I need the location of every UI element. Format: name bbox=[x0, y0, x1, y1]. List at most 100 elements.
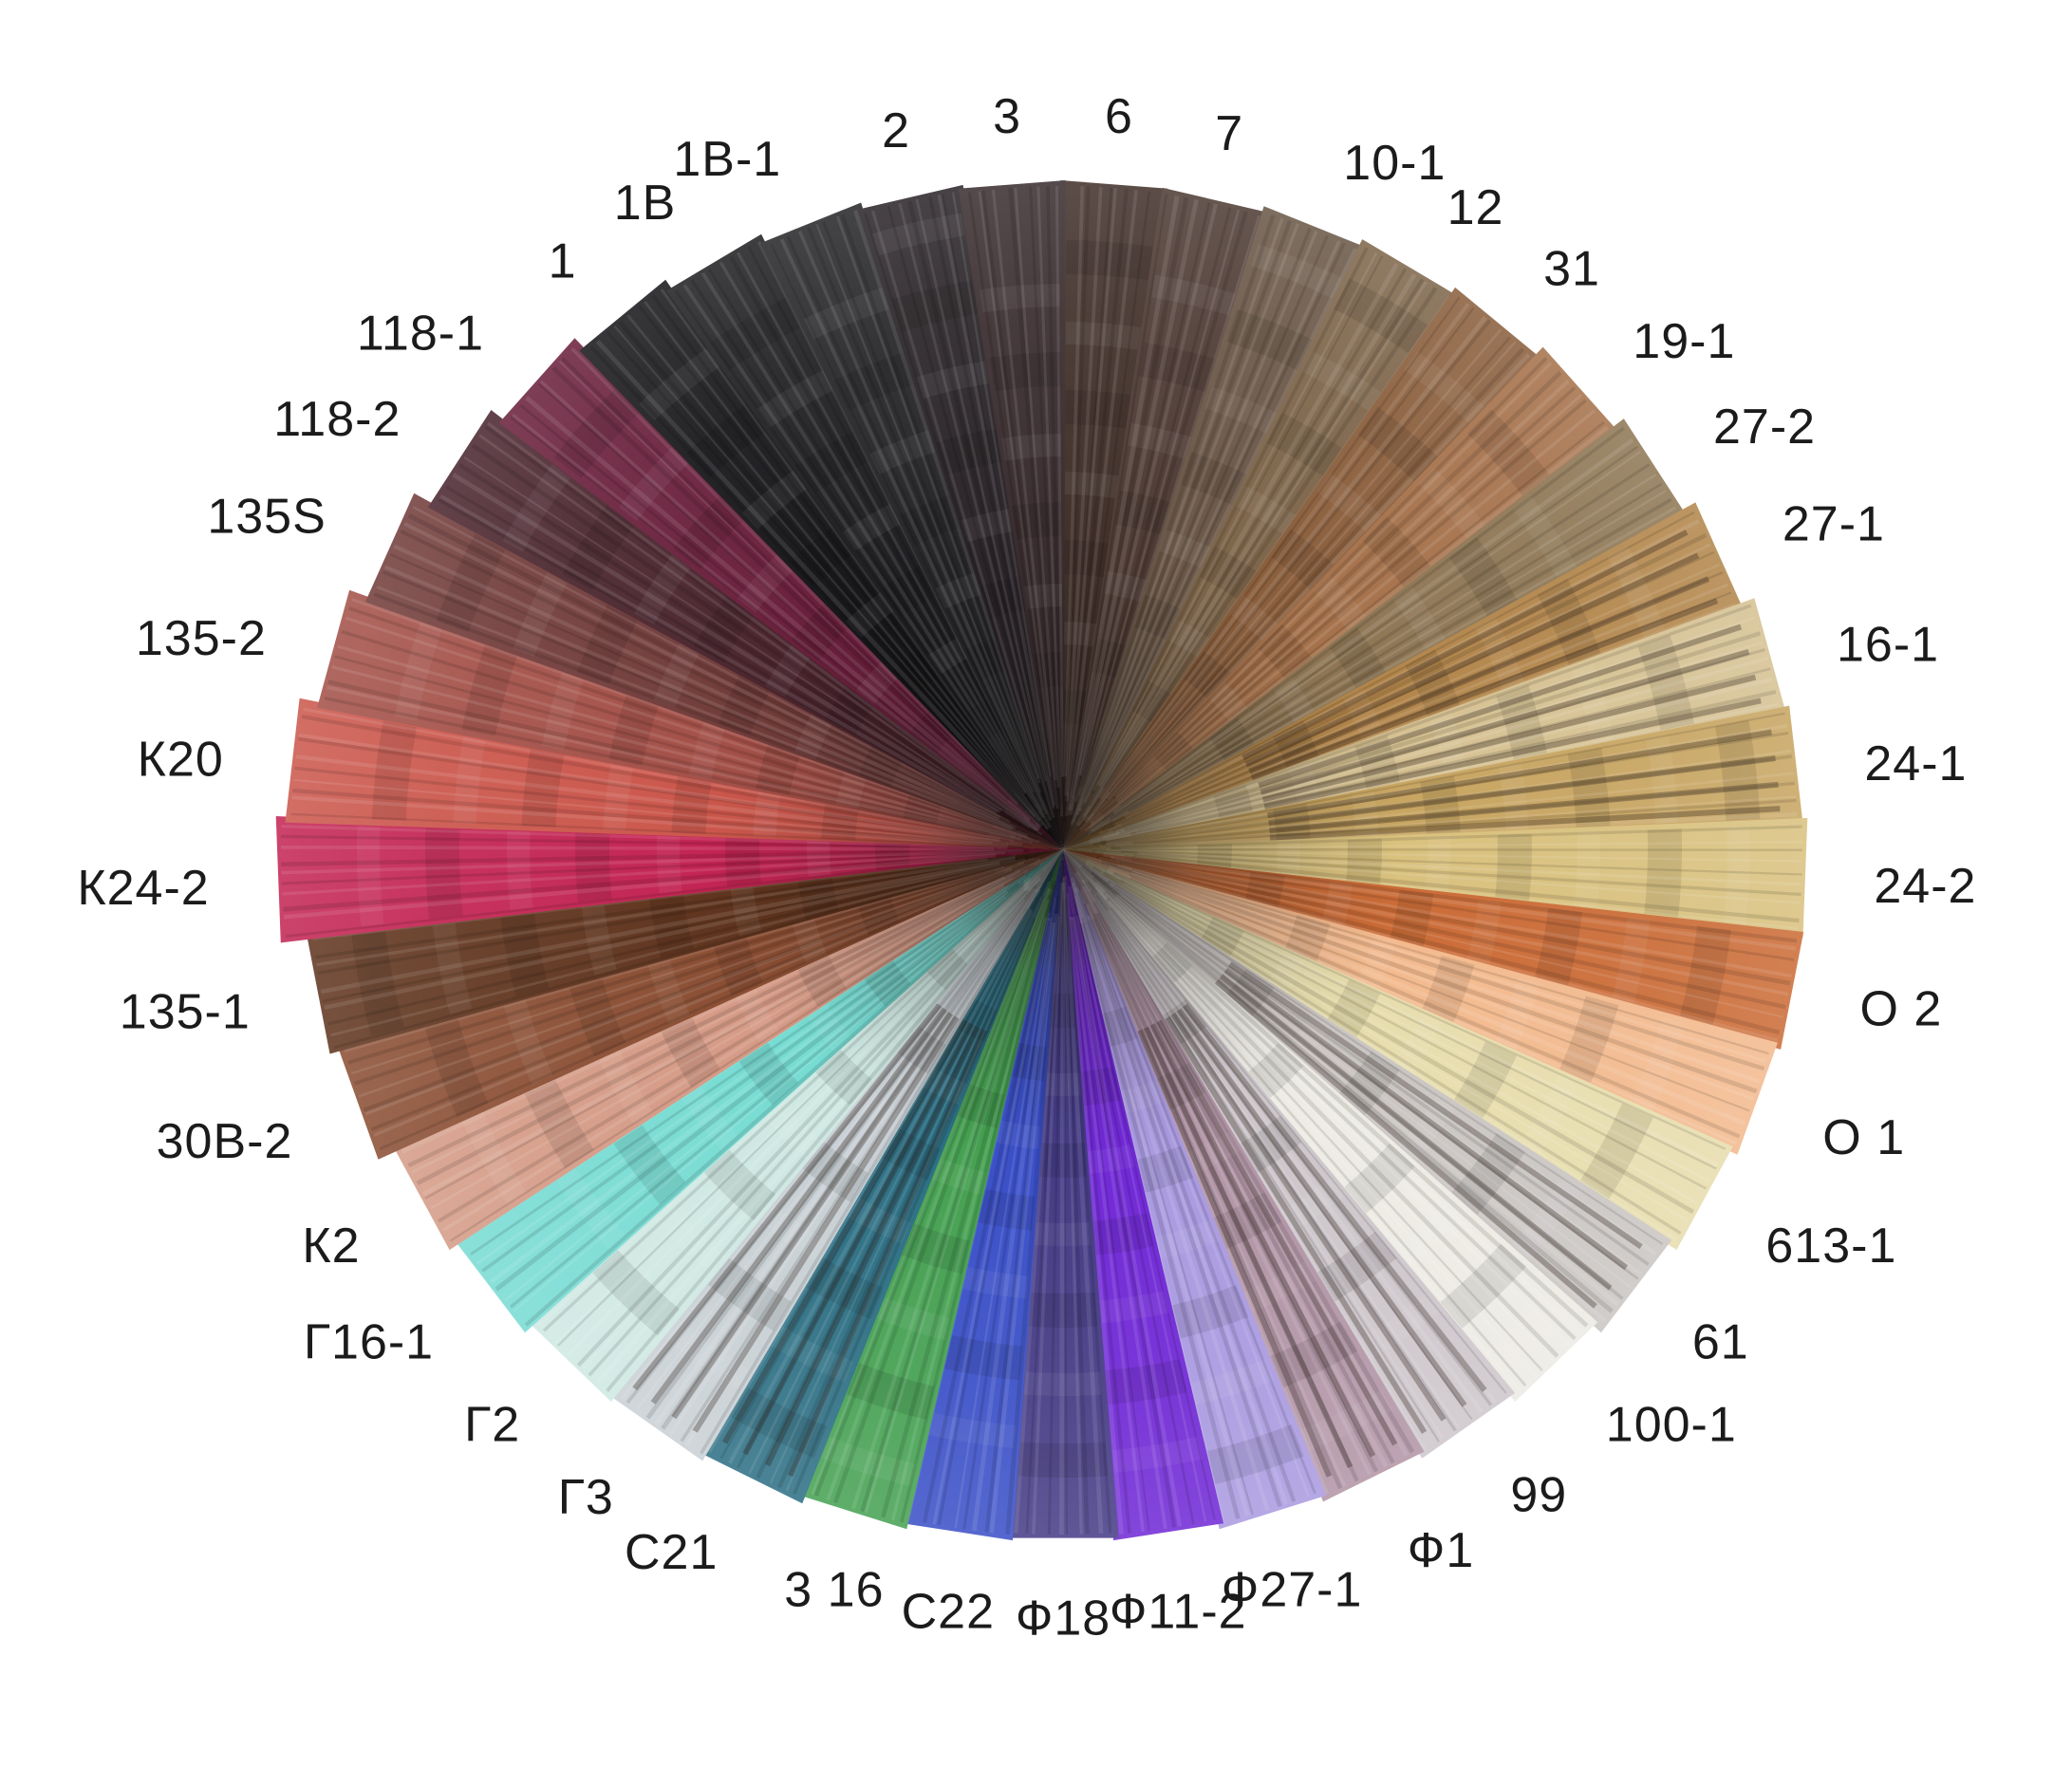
center-shading bbox=[788, 574, 1338, 1125]
braid-shadow-band bbox=[575, 833, 612, 903]
braid-shadow-band bbox=[461, 644, 517, 736]
braid-sheen-band bbox=[1316, 473, 1382, 532]
braid-shadow-band bbox=[1440, 1243, 1527, 1329]
braid-sheen-band bbox=[1394, 1012, 1443, 1074]
braid-sheen-band bbox=[1322, 881, 1353, 925]
braid-shadow-band bbox=[1266, 412, 1343, 476]
dark-root-streak bbox=[764, 1026, 980, 1467]
braid-shadow-band bbox=[1066, 240, 1153, 281]
braid-shadow-band bbox=[899, 494, 961, 547]
braid-sheen-band bbox=[639, 347, 720, 421]
segment-label-O-1: O 1 bbox=[1822, 1110, 1905, 1165]
braid-sheen-band bbox=[357, 826, 384, 927]
dark-root-streak bbox=[742, 1022, 974, 1456]
braid-shadow-band bbox=[718, 675, 770, 735]
braid-shadow-band bbox=[729, 1386, 828, 1459]
braid-sheen-band bbox=[432, 922, 473, 1014]
dark-root-streak bbox=[1268, 755, 1776, 827]
braid-sheen-band bbox=[1251, 244, 1343, 299]
braid-sheen-band bbox=[759, 1203, 828, 1261]
segment-label-135-1: 135-1 bbox=[120, 985, 251, 1040]
braid-shadow-band bbox=[714, 938, 763, 996]
braid-sheen-band bbox=[1398, 1094, 1457, 1162]
braid-shadow-band bbox=[1449, 537, 1518, 617]
braid-shadow-band bbox=[671, 776, 712, 834]
segment-label-Ф11-2: Ф11-2 bbox=[1110, 1584, 1247, 1639]
braid-sheen-band bbox=[1723, 827, 1750, 925]
braid-sheen-band bbox=[962, 1266, 1029, 1299]
braid-sheen-band bbox=[599, 1051, 653, 1125]
braid-sheen-band bbox=[1511, 1177, 1583, 1260]
dark-root-streak bbox=[1228, 961, 1643, 1250]
braid-sheen-band bbox=[1495, 977, 1540, 1051]
braid-sheen-band bbox=[735, 988, 780, 1044]
segment-label-3: 3 bbox=[993, 89, 1021, 144]
braid-sheen-band bbox=[1155, 1219, 1219, 1259]
segment-label-К24-2: К24-2 bbox=[77, 861, 209, 916]
braid-sheen-band bbox=[1425, 836, 1451, 892]
braid-shadow-band bbox=[672, 495, 744, 570]
braid-shadow-band bbox=[891, 280, 979, 332]
braid-shadow-band bbox=[1559, 996, 1619, 1083]
dark-root-streak bbox=[1258, 623, 1743, 789]
segment-Ф18 bbox=[1007, 849, 1119, 1538]
segment-label-24-1: 24-1 bbox=[1864, 736, 1967, 791]
braid-sheen-band bbox=[1343, 688, 1384, 741]
braid-shadow-band bbox=[805, 1257, 885, 1320]
segment-label-118-1: 118-1 bbox=[357, 307, 484, 362]
braid-sheen-band bbox=[1404, 351, 1485, 424]
dark-root-streak bbox=[1241, 530, 1689, 761]
braid-shadow-band bbox=[1316, 1231, 1397, 1302]
braid-sheen-band bbox=[756, 369, 833, 428]
braid-sheen-band bbox=[1513, 495, 1577, 578]
braid-sheen-band bbox=[1243, 1260, 1316, 1312]
braid-shadow-band bbox=[1029, 1292, 1097, 1329]
braid-sheen-band bbox=[1393, 586, 1446, 650]
braid-shadow-band bbox=[710, 297, 802, 371]
dark-root-streak bbox=[1269, 806, 1781, 841]
braid-sheen-band bbox=[1498, 763, 1529, 830]
braid-sheen-band bbox=[929, 1412, 1017, 1448]
dark-root-streak bbox=[1244, 552, 1700, 768]
braid-sheen-band bbox=[1298, 1096, 1354, 1151]
braid-shadow-band bbox=[1420, 775, 1461, 834]
braid-sheen-band bbox=[1190, 1359, 1275, 1405]
braid-sheen-band bbox=[1632, 1017, 1685, 1110]
segment-label-24-2: 24-2 bbox=[1874, 859, 1976, 914]
braid-sheen-band bbox=[1302, 351, 1382, 411]
braid-sheen-band bbox=[688, 722, 725, 780]
braid-sheen-band bbox=[1159, 530, 1211, 568]
braid-shadow-band bbox=[1240, 1115, 1302, 1174]
braid-shadow-band bbox=[1065, 390, 1131, 429]
braid-shadow-band bbox=[1199, 546, 1257, 600]
braid-shadow-band bbox=[1422, 955, 1475, 1022]
segment-label-1В-1: 1В-1 bbox=[673, 132, 781, 187]
braid-shadow-band bbox=[846, 1362, 935, 1421]
braid-sheen-band bbox=[846, 592, 894, 639]
segment-label-К2: К2 bbox=[302, 1219, 360, 1274]
braid-sheen-band bbox=[1466, 899, 1502, 964]
braid-sheen-band bbox=[1035, 1222, 1092, 1247]
braid-shadow-band bbox=[521, 749, 565, 828]
braid-sheen-band bbox=[980, 284, 1061, 313]
segment-label-613-1: 613-1 bbox=[1765, 1219, 1896, 1274]
braid-shadow-band bbox=[707, 1257, 792, 1331]
braid-shadow-band bbox=[1171, 1285, 1249, 1339]
braid-shadow-band bbox=[725, 838, 761, 886]
braid-shadow-band bbox=[1226, 308, 1313, 371]
braid-sheen-band bbox=[453, 735, 486, 825]
dark-root-streak bbox=[1248, 576, 1710, 774]
braid-shadow-band bbox=[1357, 406, 1438, 481]
braid-shadow-band bbox=[1390, 889, 1434, 947]
braid-shadow-band bbox=[1064, 540, 1110, 578]
segment-label-7: 7 bbox=[1215, 106, 1243, 161]
braid-sheen-band bbox=[935, 572, 981, 609]
braid-shadow-band bbox=[694, 595, 755, 663]
braid-shadow-band bbox=[1334, 278, 1428, 354]
segment-label-135S: 135S bbox=[207, 489, 326, 544]
braid-shadow-band bbox=[1453, 1041, 1517, 1119]
segment-label-1: 1 bbox=[549, 234, 577, 289]
braid-shadow-band bbox=[1114, 490, 1171, 535]
segment-label-27-1: 27-1 bbox=[1783, 497, 1885, 552]
braid-shadow-band bbox=[1466, 409, 1550, 496]
